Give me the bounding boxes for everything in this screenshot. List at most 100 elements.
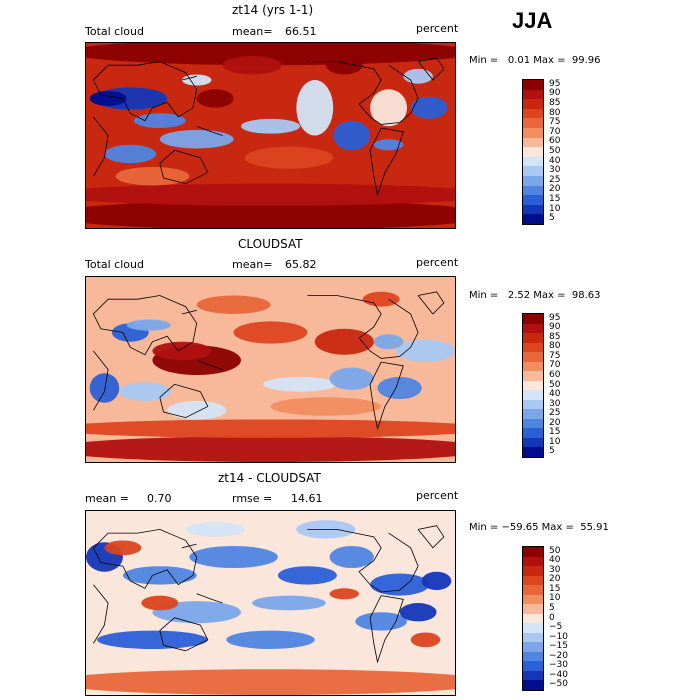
- colorbar-label: 95: [549, 312, 561, 323]
- panel1-map: [85, 42, 456, 229]
- colorbar-swatch: [523, 371, 543, 382]
- map-contour-region: [370, 89, 408, 127]
- colorbar-swatch: [523, 632, 543, 643]
- map-contour-region: [252, 595, 326, 611]
- panel1-mean-value: 66.51: [285, 25, 317, 38]
- colorbar-swatch: [523, 437, 543, 448]
- map-coastline: [307, 61, 419, 125]
- map-coastline: [196, 359, 223, 370]
- colorbar-swatch: [523, 399, 543, 410]
- map-contour-region: [133, 113, 186, 129]
- panel2-mean-label: mean=: [232, 258, 273, 271]
- map-contour-region: [277, 566, 337, 585]
- colorbar-swatch: [523, 585, 543, 596]
- colorbar-swatch: [523, 166, 543, 177]
- panel1-field-label: Total cloud: [85, 25, 144, 38]
- map-coastline: [159, 617, 209, 652]
- panel2-map: [85, 276, 456, 463]
- map-contour-region: [377, 376, 422, 400]
- colorbar-label: 80: [549, 107, 561, 118]
- map-contour-region: [119, 382, 171, 401]
- colorbar-swatch: [523, 118, 543, 129]
- panel2-title: CLOUDSAT: [238, 237, 303, 251]
- panel3-map: [85, 510, 456, 696]
- colorbar-label: −10: [549, 631, 568, 642]
- colorbar-label: 15: [549, 194, 561, 204]
- map-contour-region: [325, 55, 363, 75]
- colorbar-swatch: [523, 137, 543, 148]
- map-contour-region: [181, 74, 212, 86]
- colorbar-label: 5: [549, 446, 555, 457]
- colorbar-swatch: [523, 670, 543, 681]
- map-coastline: [417, 291, 445, 315]
- colorbar-label: 15: [549, 427, 561, 438]
- map-coastline: [159, 149, 209, 185]
- map-coastline: [307, 528, 419, 593]
- map-contour-region: [86, 419, 455, 438]
- colorbar-swatch: [523, 89, 543, 100]
- map-contour-region: [314, 328, 374, 355]
- panel2-colorbar: [522, 313, 544, 458]
- map-contour-region: [233, 321, 308, 344]
- panel1-minmax: Min = 0.01 Max = 99.96: [469, 55, 601, 66]
- colorbar-swatch: [523, 214, 543, 225]
- map-contour-region: [104, 540, 142, 556]
- colorbar-swatch: [523, 333, 543, 344]
- panel3-mean-value: 0.70: [147, 492, 172, 505]
- colorbar-label: 80: [549, 341, 561, 352]
- panel1-units: percent: [416, 22, 459, 35]
- map-coastline: [196, 593, 223, 604]
- map-contour-region: [122, 566, 197, 585]
- panel3-colorbar: [522, 546, 544, 691]
- map-contour-region: [403, 68, 433, 84]
- map-contour-region: [410, 632, 441, 648]
- colorbar-label: 75: [549, 117, 561, 128]
- colorbar-label: 95: [549, 78, 561, 89]
- colorbar-swatch: [523, 361, 543, 372]
- colorbar-swatch: [523, 99, 543, 110]
- colorbar-label: 50: [549, 146, 561, 156]
- map-contour-region: [141, 595, 179, 611]
- map-contour-region: [89, 91, 127, 106]
- colorbar-label: 20: [549, 417, 561, 428]
- map-contour-region: [410, 96, 448, 119]
- map-contour-region: [329, 367, 374, 390]
- colorbar-label: −15: [549, 641, 568, 652]
- colorbar-swatch: [523, 390, 543, 401]
- map-coastline: [369, 127, 404, 197]
- map-contour-region: [159, 129, 234, 149]
- colorbar-label: 10: [549, 436, 561, 447]
- colorbar-label: 70: [549, 126, 561, 137]
- colorbar-swatch: [523, 556, 543, 567]
- map-field: [86, 43, 455, 228]
- map-coastline: [417, 57, 445, 81]
- season-label: JJA: [512, 8, 553, 33]
- map-coastline: [181, 309, 197, 315]
- panel3-rmse-label: rmse =: [232, 492, 273, 505]
- map-coastline: [93, 116, 109, 177]
- colorbar-swatch: [523, 594, 543, 605]
- map-contour-region: [370, 573, 430, 596]
- colorbar-swatch: [523, 108, 543, 119]
- colorbar-swatch: [523, 547, 543, 558]
- map-contour-region: [86, 183, 455, 206]
- colorbar-label: 85: [549, 331, 561, 342]
- colorbar-label: −40: [549, 669, 568, 680]
- colorbar-label: 30: [549, 564, 561, 575]
- colorbar-swatch: [523, 195, 543, 206]
- map-contour-region: [86, 200, 455, 228]
- map-contour-region: [263, 376, 337, 392]
- colorbar-label: 10: [549, 203, 561, 214]
- map-coastline: [196, 125, 223, 136]
- map-contour-region: [270, 397, 382, 416]
- map-coastline: [181, 75, 197, 81]
- colorbar-swatch: [523, 651, 543, 662]
- map-contour-region: [189, 545, 278, 569]
- map-contour-region: [86, 43, 455, 66]
- map-contour-region: [373, 139, 404, 151]
- map-contour-region: [329, 588, 360, 600]
- map-coastline: [307, 295, 419, 359]
- colorbar-swatch: [523, 128, 543, 139]
- map-coastline: [369, 361, 404, 431]
- panel2-units: percent: [416, 256, 459, 269]
